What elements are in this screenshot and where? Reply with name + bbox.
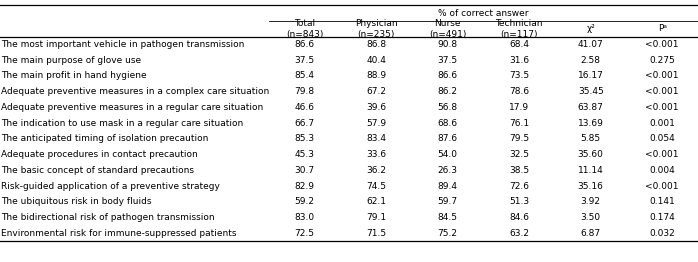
- Text: 26.3: 26.3: [438, 166, 458, 175]
- Text: 5.85: 5.85: [581, 134, 601, 143]
- Text: 36.2: 36.2: [366, 166, 386, 175]
- Text: 56.8: 56.8: [438, 103, 458, 112]
- Text: 86.6: 86.6: [438, 72, 458, 80]
- Text: 41.07: 41.07: [578, 40, 604, 49]
- Text: 37.5: 37.5: [295, 56, 315, 65]
- Text: 54.0: 54.0: [438, 150, 458, 159]
- Text: 3.50: 3.50: [581, 213, 601, 222]
- Text: 0.275: 0.275: [649, 56, 675, 65]
- Text: The most important vehicle in pathogen transmission: The most important vehicle in pathogen t…: [1, 40, 245, 49]
- Text: 74.5: 74.5: [366, 182, 386, 190]
- Text: The main profit in hand hygiene: The main profit in hand hygiene: [1, 72, 147, 80]
- Text: 59.7: 59.7: [438, 197, 458, 206]
- Text: Technician
(n=117): Technician (n=117): [496, 19, 543, 39]
- Text: <0.001: <0.001: [646, 40, 679, 49]
- Text: 84.6: 84.6: [509, 213, 529, 222]
- Text: 68.6: 68.6: [438, 119, 458, 128]
- Text: 73.5: 73.5: [509, 72, 529, 80]
- Text: 11.14: 11.14: [578, 166, 604, 175]
- Text: The ubiquitous risk in body fluids: The ubiquitous risk in body fluids: [1, 197, 152, 206]
- Text: 17.9: 17.9: [509, 103, 529, 112]
- Text: Adequate preventive measures in a complex care situation: Adequate preventive measures in a comple…: [1, 87, 269, 96]
- Text: 0.032: 0.032: [649, 229, 675, 238]
- Text: 66.7: 66.7: [295, 119, 315, 128]
- Text: The main purpose of glove use: The main purpose of glove use: [1, 56, 142, 65]
- Text: 33.6: 33.6: [366, 150, 386, 159]
- Text: 31.6: 31.6: [509, 56, 529, 65]
- Text: 67.2: 67.2: [366, 87, 386, 96]
- Text: 35.16: 35.16: [578, 182, 604, 190]
- Text: 32.5: 32.5: [509, 150, 529, 159]
- Text: <0.001: <0.001: [646, 150, 679, 159]
- Text: Nurse
(n=491): Nurse (n=491): [429, 19, 466, 39]
- Text: Risk-guided application of a preventive strategy: Risk-guided application of a preventive …: [1, 182, 221, 190]
- Text: 35.45: 35.45: [578, 87, 604, 96]
- Text: Adequate procedures in contact precaution: Adequate procedures in contact precautio…: [1, 150, 198, 159]
- Text: 79.5: 79.5: [509, 134, 529, 143]
- Text: 83.4: 83.4: [366, 134, 386, 143]
- Text: 13.69: 13.69: [578, 119, 604, 128]
- Text: 0.174: 0.174: [649, 213, 675, 222]
- Text: Pᵃ: Pᵃ: [658, 24, 667, 33]
- Text: 89.4: 89.4: [438, 182, 458, 190]
- Text: 30.7: 30.7: [295, 166, 315, 175]
- Text: 0.001: 0.001: [649, 119, 675, 128]
- Text: 46.6: 46.6: [295, 103, 315, 112]
- Text: 57.9: 57.9: [366, 119, 386, 128]
- Text: χ²: χ²: [586, 24, 595, 33]
- Text: 62.1: 62.1: [366, 197, 386, 206]
- Text: 86.6: 86.6: [295, 40, 315, 49]
- Text: 2.58: 2.58: [581, 56, 601, 65]
- Text: 16.17: 16.17: [578, 72, 604, 80]
- Text: 79.8: 79.8: [295, 87, 315, 96]
- Text: 79.1: 79.1: [366, 213, 386, 222]
- Text: 85.4: 85.4: [295, 72, 315, 80]
- Text: <0.001: <0.001: [646, 72, 679, 80]
- Text: 86.2: 86.2: [438, 87, 458, 96]
- Text: 45.3: 45.3: [295, 150, 315, 159]
- Text: 63.87: 63.87: [578, 103, 604, 112]
- Text: 68.4: 68.4: [509, 40, 529, 49]
- Text: 71.5: 71.5: [366, 229, 386, 238]
- Text: 39.6: 39.6: [366, 103, 386, 112]
- Text: 83.0: 83.0: [295, 213, 315, 222]
- Text: Adequate preventive measures in a regular care situation: Adequate preventive measures in a regula…: [1, 103, 264, 112]
- Text: 63.2: 63.2: [509, 229, 529, 238]
- Text: 72.6: 72.6: [509, 182, 529, 190]
- Text: The basic concept of standard precautions: The basic concept of standard precaution…: [1, 166, 195, 175]
- Text: <0.001: <0.001: [646, 103, 679, 112]
- Text: The bidirectional risk of pathogen transmission: The bidirectional risk of pathogen trans…: [1, 213, 215, 222]
- Text: 40.4: 40.4: [366, 56, 386, 65]
- Text: 86.8: 86.8: [366, 40, 386, 49]
- Text: 88.9: 88.9: [366, 72, 386, 80]
- Text: Total
(n=843): Total (n=843): [285, 19, 323, 39]
- Text: 0.141: 0.141: [649, 197, 675, 206]
- Text: 59.2: 59.2: [295, 197, 315, 206]
- Text: The indication to use mask in a regular care situation: The indication to use mask in a regular …: [1, 119, 244, 128]
- Text: 35.60: 35.60: [578, 150, 604, 159]
- Text: 0.054: 0.054: [649, 134, 675, 143]
- Text: 76.1: 76.1: [509, 119, 529, 128]
- Text: % of correct answer: % of correct answer: [438, 9, 528, 18]
- Text: <0.001: <0.001: [646, 87, 679, 96]
- Text: 75.2: 75.2: [438, 229, 458, 238]
- Text: 72.5: 72.5: [295, 229, 315, 238]
- Text: 87.6: 87.6: [438, 134, 458, 143]
- Text: 6.87: 6.87: [581, 229, 601, 238]
- Text: <0.001: <0.001: [646, 182, 679, 190]
- Text: 51.3: 51.3: [509, 197, 529, 206]
- Text: 38.5: 38.5: [509, 166, 529, 175]
- Text: 82.9: 82.9: [295, 182, 315, 190]
- Text: 90.8: 90.8: [438, 40, 458, 49]
- Text: 85.3: 85.3: [295, 134, 315, 143]
- Text: 0.004: 0.004: [649, 166, 675, 175]
- Text: 78.6: 78.6: [509, 87, 529, 96]
- Text: 84.5: 84.5: [438, 213, 458, 222]
- Text: 37.5: 37.5: [438, 56, 458, 65]
- Text: Environmental risk for immune-suppressed patients: Environmental risk for immune-suppressed…: [1, 229, 237, 238]
- Text: The anticipated timing of isolation precaution: The anticipated timing of isolation prec…: [1, 134, 209, 143]
- Text: 3.92: 3.92: [581, 197, 601, 206]
- Text: Physician
(n=235): Physician (n=235): [355, 19, 397, 39]
